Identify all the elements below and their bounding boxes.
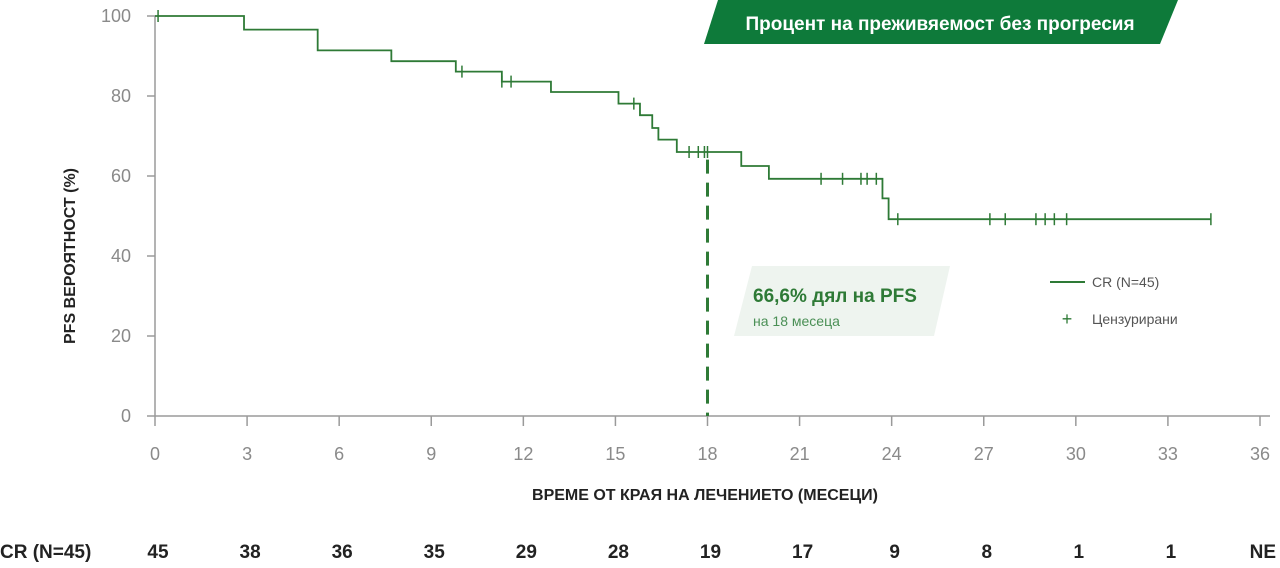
x-axis-title: ВРЕМЕ ОТ КРАЯ НА ЛЕЧЕНИЕТО (МЕСЕЦИ) [532, 487, 878, 504]
annotation-main: 66,6% дял на PFS [753, 286, 917, 307]
x-tick-label: 12 [513, 444, 533, 464]
censor-marks [157, 10, 1212, 226]
legend-series-label: CR (N=45) [1092, 274, 1159, 290]
x-tick-label: 9 [426, 444, 436, 464]
y-tick-label: 80 [111, 86, 131, 106]
badge-background [704, 0, 1178, 44]
x-tick-label: 0 [150, 444, 160, 464]
y-tick-label: 20 [111, 326, 131, 346]
x-tick-label: 24 [882, 444, 902, 464]
annotation-background [734, 266, 950, 336]
risk-table: CR (N=45) 45 38 36 35 29 28 19 17 9 8 1 1 NE [0, 542, 1276, 563]
x-tick-label: 15 [605, 444, 625, 464]
risk-table-label: CR (N=45) [0, 542, 91, 563]
y-tick-label: 60 [111, 166, 131, 186]
y-tick-label: 100 [101, 6, 131, 26]
risk-table-value: 45 [147, 542, 169, 563]
y-tick-label: 40 [111, 246, 131, 266]
badge-text: Процент на преживяемост без прогресия [745, 14, 1134, 35]
risk-table-value: 29 [516, 542, 537, 563]
risk-table-value: 1 [1166, 542, 1177, 563]
title-badge: Процент на преживяемост без прогресия [704, 0, 1178, 44]
y-axis-title: PFS ВЕРОЯТНОСТ (%) [62, 168, 79, 344]
risk-table-value: 35 [424, 542, 446, 563]
risk-table-value: 8 [981, 542, 992, 563]
annotation-sub: на 18 месеца [753, 313, 840, 329]
risk-table-value: 17 [792, 542, 813, 563]
risk-table-value: 36 [332, 542, 353, 563]
risk-table-value: 38 [240, 542, 261, 563]
x-tick-label: 36 [1250, 444, 1270, 464]
risk-table-value: 28 [608, 542, 629, 563]
risk-table-value: NE [1250, 542, 1276, 563]
risk-table-value: 19 [700, 542, 721, 563]
x-tick-label: 6 [334, 444, 344, 464]
series-group [155, 15, 1211, 221]
risk-table-value: 1 [1074, 542, 1085, 563]
risk-table-value: 9 [889, 542, 900, 563]
x-tick-label: 30 [1066, 444, 1086, 464]
y-tick-label: 0 [121, 406, 131, 426]
x-tick-label: 21 [790, 444, 810, 464]
x-tick-label: 18 [697, 444, 717, 464]
x-tick-label: 3 [242, 444, 252, 464]
pfs-annotation: 66,6% дял на PFS на 18 месеца [734, 266, 950, 336]
legend-censor-label: Цензурирани [1092, 311, 1178, 327]
legend: CR (N=45) + Цензурирани [1050, 274, 1178, 329]
x-tick-label: 27 [974, 444, 994, 464]
legend-censor-symbol: + [1062, 309, 1073, 329]
y-axis: 0 20 40 60 80 100 [101, 6, 156, 426]
series-line-cr [155, 15, 1211, 221]
x-tick-label: 33 [1158, 444, 1178, 464]
x-axis: 0 3 6 9 12 15 18 21 24 27 30 33 36 [150, 415, 1270, 464]
